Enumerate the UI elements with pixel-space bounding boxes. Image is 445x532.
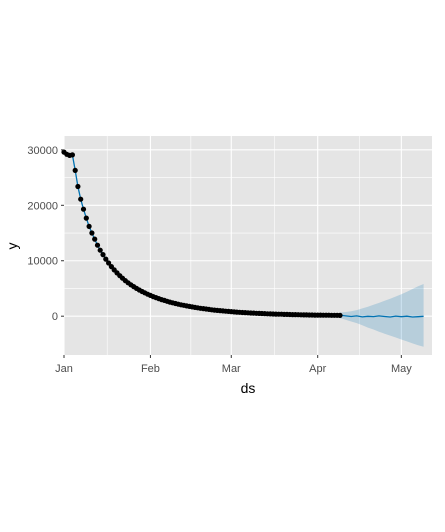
y-tick-label: 0 — [52, 311, 58, 323]
data-point — [86, 223, 92, 229]
data-point — [80, 206, 87, 212]
data-point — [103, 256, 109, 262]
observed-points — [61, 149, 343, 318]
plot-panel — [64, 136, 432, 355]
data-point — [94, 242, 101, 248]
data-point — [337, 312, 343, 318]
data-point — [100, 252, 106, 258]
y-axis-title: y — [4, 243, 20, 250]
x-axis-ticks: Jan Feb Mar Apr May — [55, 355, 412, 375]
data-point — [89, 230, 95, 236]
data-point — [106, 260, 112, 266]
x-tick-label: Apr — [309, 363, 326, 375]
x-tick-label: Jan — [55, 363, 73, 375]
major-gridlines — [63, 136, 432, 355]
data-point — [78, 196, 84, 202]
data-point — [75, 183, 81, 190]
data-point — [72, 167, 78, 173]
x-tick-label: May — [391, 363, 412, 375]
data-point — [97, 247, 103, 253]
minor-gridlines — [64, 136, 432, 355]
y-tick-label: 30000 — [27, 145, 58, 157]
x-tick-label: Mar — [222, 363, 241, 375]
data-point — [92, 236, 98, 242]
y-axis-ticks: 0 10000 20000 30000 — [27, 145, 64, 323]
uncertainty-interval — [340, 284, 424, 347]
data-point — [69, 152, 75, 158]
data-point — [83, 215, 89, 221]
y-tick-label: 10000 — [27, 256, 58, 268]
x-tick-label: Feb — [141, 363, 160, 375]
y-tick-label: 20000 — [27, 200, 58, 212]
x-axis-title: ds — [241, 380, 256, 396]
